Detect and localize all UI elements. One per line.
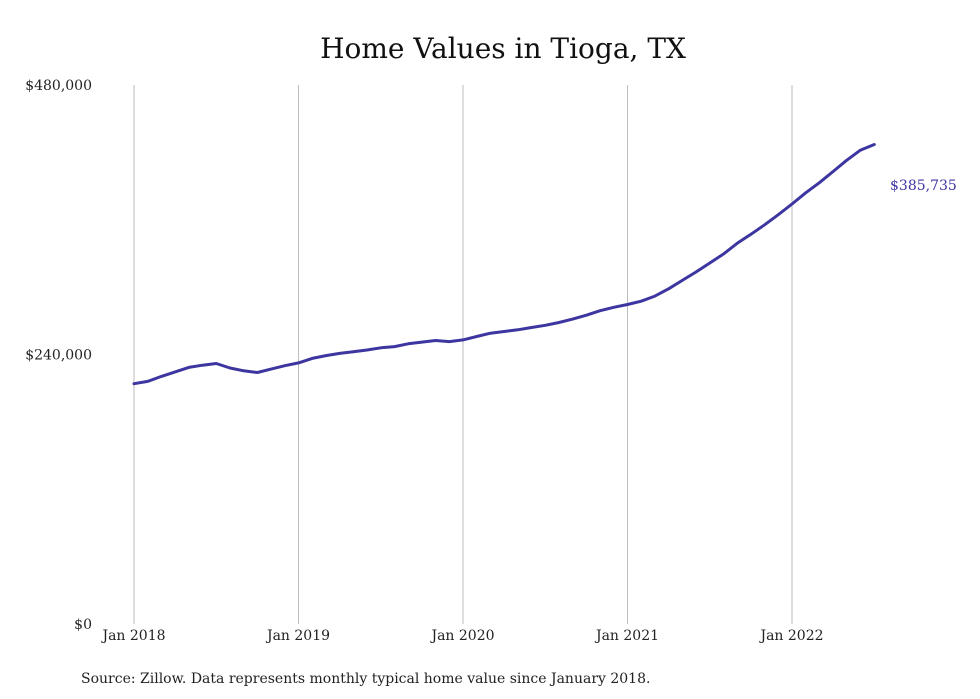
- x-tick-label: Jan 2021: [594, 628, 659, 644]
- x-tick-label: Jan 2022: [758, 628, 823, 644]
- series-line-home-value: [132, 143, 876, 386]
- y-axis-ticks: $0 $240,000 $480,000: [25, 78, 92, 633]
- grid-lines: [133, 85, 793, 624]
- y-tick-label: $480,000: [25, 78, 92, 94]
- x-tick-label: Jan 2020: [429, 628, 494, 644]
- source-note: Source: Zillow. Data represents monthly …: [81, 671, 650, 687]
- x-tick-label: Jan 2018: [100, 628, 165, 644]
- x-tick-label: Jan 2019: [265, 628, 330, 644]
- end-value-label: $385,735: [890, 178, 957, 194]
- chart-title: Home Values in Tioga, TX: [320, 32, 686, 65]
- x-axis-ticks: Jan 2018 Jan 2019 Jan 2020 Jan 2021 Jan 2022: [100, 628, 823, 644]
- y-tick-label: $240,000: [25, 348, 92, 364]
- y-tick-label: $0: [74, 617, 92, 633]
